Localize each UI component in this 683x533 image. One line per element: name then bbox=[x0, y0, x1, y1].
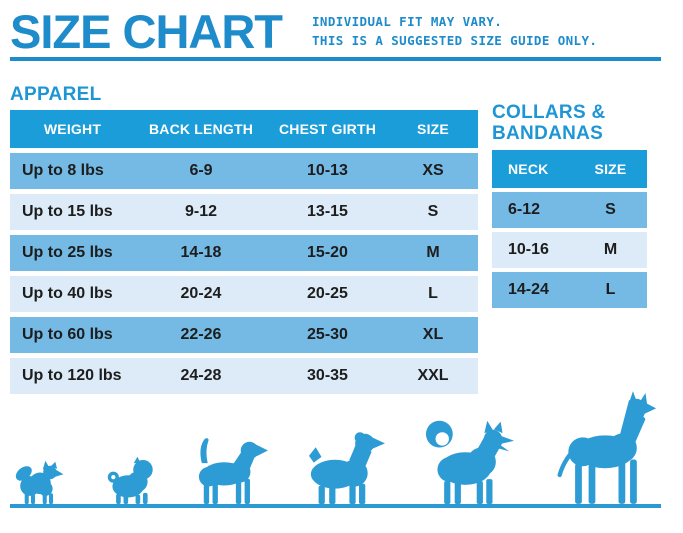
apparel-size-table: WEIGHT BACK LENGTH CHEST GIRTH SIZE Up t… bbox=[10, 110, 478, 399]
beagle-icon bbox=[198, 438, 268, 504]
apparel-table-header-row: WEIGHT BACK LENGTH CHEST GIRTH SIZE bbox=[10, 110, 478, 148]
table-row: 6-12 S bbox=[492, 192, 647, 228]
back-length-cell: 9-12 bbox=[184, 203, 218, 220]
fit-disclaimer: INDIVIDUAL FIT MAY VARY. THIS IS A SUGGE… bbox=[312, 13, 597, 56]
table-row: Up to 40 lbs 20-24 20-25 L bbox=[10, 276, 478, 312]
neck-cell: 10-16 bbox=[508, 241, 549, 258]
back-length-cell: 24-28 bbox=[180, 367, 222, 384]
weight-cell: Up to 15 lbs bbox=[22, 203, 113, 220]
column-header-back-length: BACK LENGTH bbox=[148, 121, 254, 137]
chest-girth-cell: 30-35 bbox=[307, 367, 348, 384]
size-cell: L bbox=[605, 281, 616, 298]
spaniel-icon bbox=[308, 432, 385, 504]
column-header-size: SIZE bbox=[417, 121, 449, 137]
size-cell: S bbox=[605, 201, 616, 218]
husky-icon bbox=[425, 420, 515, 504]
column-header-neck: NECK bbox=[508, 161, 549, 177]
weight-cell: Up to 25 lbs bbox=[22, 244, 113, 261]
fit-disclaimer-line1: INDIVIDUAL FIT MAY VARY. bbox=[312, 14, 503, 30]
collars-table-header-row: NECK SIZE bbox=[492, 150, 647, 188]
size-cell: XS bbox=[422, 162, 444, 179]
table-row: Up to 60 lbs 22-26 25-30 XL bbox=[10, 317, 478, 353]
apparel-section-heading: APPAREL bbox=[10, 84, 102, 105]
size-cell: M bbox=[603, 241, 618, 258]
table-row: 14-24 L bbox=[492, 272, 647, 308]
collars-heading-line2: BANDANAS bbox=[492, 123, 604, 145]
back-length-cell: 6-9 bbox=[189, 162, 213, 179]
chest-girth-cell: 13-15 bbox=[307, 203, 348, 220]
collars-size-table: NECK SIZE 6-12 S 10-16 M 14-24 L bbox=[492, 150, 647, 312]
column-header-size: SIZE bbox=[594, 161, 627, 177]
fit-disclaimer-line2: THIS IS A SUGGESTED SIZE GUIDE ONLY. bbox=[312, 33, 598, 49]
pug-icon bbox=[107, 456, 153, 504]
dog-size-scale bbox=[10, 390, 661, 508]
page-title: SIZE CHART bbox=[10, 5, 283, 58]
weight-cell: Up to 60 lbs bbox=[22, 326, 113, 343]
collars-section-heading: COLLARS & BANDANAS bbox=[492, 102, 606, 145]
size-cell: XXL bbox=[417, 367, 449, 384]
table-row: 10-16 M bbox=[492, 232, 647, 268]
table-row: Up to 8 lbs 6-9 10-13 XS bbox=[10, 153, 478, 189]
toy-dog-icon bbox=[15, 460, 64, 504]
size-cell: S bbox=[427, 203, 439, 220]
column-header-weight: WEIGHT bbox=[43, 121, 102, 137]
page-header: SIZE CHART INDIVIDUAL FIT MAY VARY. THIS… bbox=[10, 8, 661, 61]
weight-cell: Up to 120 lbs bbox=[22, 367, 122, 384]
chest-girth-cell: 25-30 bbox=[307, 326, 348, 343]
back-length-cell: 14-18 bbox=[180, 244, 222, 261]
neck-cell: 6-12 bbox=[508, 201, 541, 218]
table-row: Up to 25 lbs 14-18 15-20 M bbox=[10, 235, 478, 271]
size-cell: XL bbox=[422, 326, 444, 343]
table-row: Up to 15 lbs 9-12 13-15 S bbox=[10, 194, 478, 230]
collars-heading-line1: COLLARS & bbox=[492, 102, 606, 123]
column-header-chest-girth: CHEST GIRTH bbox=[278, 121, 377, 137]
size-cell: M bbox=[426, 244, 440, 261]
great-dane-icon bbox=[557, 391, 657, 504]
size-cell: L bbox=[428, 285, 438, 302]
weight-cell: Up to 8 lbs bbox=[22, 162, 104, 179]
chest-girth-cell: 20-25 bbox=[307, 285, 348, 302]
back-length-cell: 20-24 bbox=[180, 285, 222, 302]
chest-girth-cell: 10-13 bbox=[307, 162, 348, 179]
chest-girth-cell: 15-20 bbox=[307, 244, 348, 261]
neck-cell: 14-24 bbox=[508, 281, 549, 298]
back-length-cell: 22-26 bbox=[180, 326, 222, 343]
weight-cell: Up to 40 lbs bbox=[22, 285, 113, 302]
table-row: Up to 120 lbs 24-28 30-35 XXL bbox=[10, 358, 478, 394]
